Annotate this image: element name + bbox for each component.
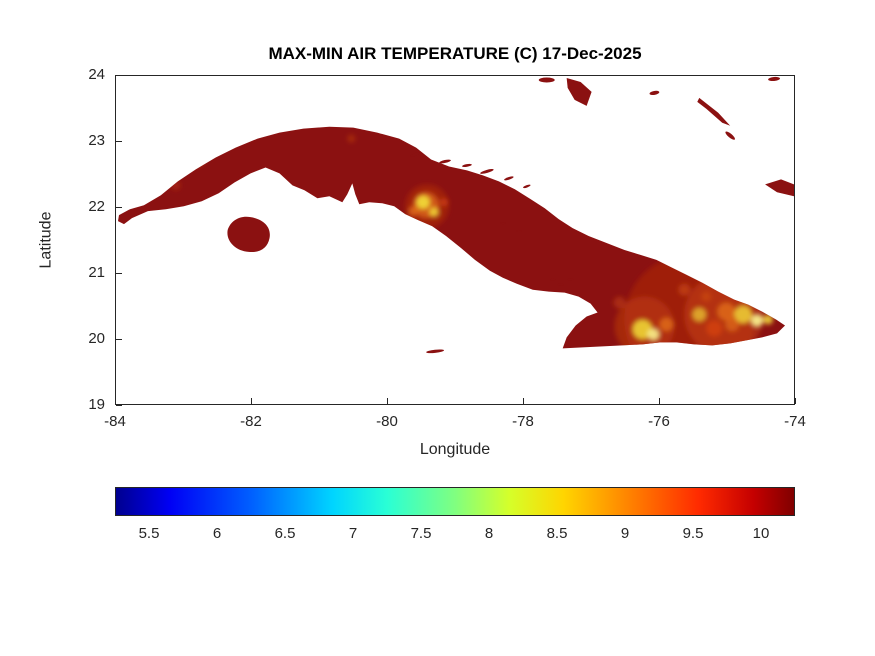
x-axis-label: Longitude — [419, 441, 491, 458]
hotspot — [416, 195, 431, 210]
hotspot — [678, 283, 691, 296]
hotspot — [190, 152, 205, 167]
hotspot — [408, 206, 419, 217]
x-tick-mark — [115, 398, 116, 404]
island-patch — [765, 179, 794, 197]
x-tick-label: -82 — [240, 413, 262, 430]
cay — [426, 349, 444, 354]
cuba-map — [117, 76, 794, 354]
hotspot — [751, 314, 764, 327]
cay — [523, 184, 531, 189]
hotspot — [429, 207, 440, 218]
hotspot — [725, 317, 740, 332]
cay — [768, 76, 781, 82]
colorbar-tick-label: 10 — [752, 525, 770, 542]
cay — [410, 152, 420, 157]
cay — [499, 222, 506, 225]
offshore-cays — [410, 76, 781, 354]
cuba-mainland — [117, 126, 786, 349]
y-tick-label: 22 — [88, 198, 105, 215]
x-tick-label: -76 — [648, 413, 670, 430]
y-tick-label: 20 — [88, 330, 105, 347]
cay — [462, 163, 472, 167]
cay — [557, 283, 564, 286]
hotspot — [692, 307, 707, 322]
hotspot — [440, 198, 449, 207]
hotspot — [613, 296, 626, 309]
x-tick-mark — [251, 398, 252, 404]
cay — [567, 278, 574, 281]
y-tick-mark — [116, 141, 122, 142]
hotspot — [211, 145, 220, 154]
hotspot — [763, 314, 774, 325]
x-tick-label: -78 — [512, 413, 534, 430]
cay — [538, 77, 555, 83]
chart-title: MAX-MIN AIR TEMPERATURE (C) 17-Dec-2025 — [268, 44, 642, 63]
y-tick-label: 23 — [88, 132, 105, 149]
y-tick-mark — [116, 207, 122, 208]
colorbar-tick-label: 7.5 — [410, 525, 432, 542]
cay — [480, 169, 494, 174]
cay — [649, 90, 660, 96]
colorbar-tick-label: 9.5 — [682, 525, 704, 542]
colorbar-gradient — [116, 488, 794, 515]
isla-de-la-juventud — [227, 216, 270, 253]
x-tick-label: -74 — [784, 413, 806, 430]
colorbar-tick-label: 8 — [484, 525, 494, 542]
y-axis-label: Latitude — [28, 75, 64, 405]
hotspot — [170, 180, 181, 191]
colorbar-tick-label: 7 — [348, 525, 358, 542]
colorbar-tick-label: 5.5 — [138, 525, 160, 542]
colorbar-tick-label: 9 — [620, 525, 630, 542]
x-tick-label: -80 — [376, 413, 398, 430]
y-tick-label: 24 — [88, 66, 105, 83]
colorbar-tick-label: 8.5 — [546, 525, 568, 542]
y-tick-mark — [116, 405, 122, 406]
cay — [439, 159, 451, 164]
hotspot — [706, 320, 723, 337]
y-tick-label: 19 — [88, 396, 105, 413]
y-tick-mark — [116, 75, 122, 76]
hotspot — [347, 134, 356, 143]
cay — [504, 176, 514, 181]
y-tick-label: 21 — [88, 264, 105, 281]
colorbar-tick-label: 6.5 — [274, 525, 296, 542]
x-tick-mark — [795, 398, 796, 404]
neighbor-islands — [566, 77, 794, 197]
y-axis-label-text: Latitude — [37, 211, 54, 269]
plot-area — [115, 75, 795, 405]
cay — [515, 230, 522, 233]
y-tick-mark — [116, 339, 122, 340]
island-patch — [566, 77, 592, 106]
island-patch — [697, 97, 731, 126]
hotspot — [659, 317, 674, 332]
y-tick-mark — [116, 273, 122, 274]
hotspot — [734, 305, 753, 324]
colorbar — [115, 487, 795, 516]
cay — [550, 278, 556, 281]
x-tick-mark — [523, 398, 524, 404]
cay — [725, 131, 735, 140]
x-tick-mark — [387, 398, 388, 404]
x-tick-label: -84 — [104, 413, 126, 430]
hotspot — [647, 328, 660, 341]
hotspot — [701, 291, 712, 302]
colorbar-tick-label: 6 — [212, 525, 222, 542]
x-tick-mark — [659, 398, 660, 404]
hotspot — [717, 302, 736, 321]
